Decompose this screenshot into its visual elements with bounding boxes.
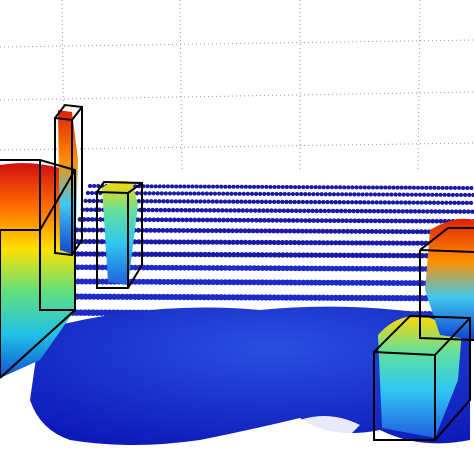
scan-line	[66, 251, 474, 259]
box-right-near	[373, 314, 471, 441]
scan-line	[53, 293, 474, 302]
scan-line	[80, 207, 474, 214]
object-left	[0, 163, 75, 378]
grid	[0, 0, 474, 171]
scan-line	[77, 217, 474, 224]
ground-gap	[300, 416, 360, 445]
box-middle	[96, 180, 143, 289]
bounding-boxes	[0, 103, 474, 441]
scan-line	[85, 190, 474, 198]
scan-line	[70, 238, 474, 247]
scan-line	[62, 264, 474, 273]
grid-line	[417, 0, 421, 171]
scan-line	[58, 278, 474, 287]
ground-points	[30, 306, 470, 445]
scan-line	[83, 198, 474, 206]
box-right-far	[419, 227, 474, 341]
box-left	[0, 159, 76, 379]
object-right-near	[378, 316, 462, 438]
scan-line	[74, 227, 474, 235]
grid-line	[0, 91, 474, 101]
scan-line	[88, 184, 474, 190]
box-pole	[54, 103, 83, 257]
grid-line	[179, 0, 183, 171]
grid-line	[61, 0, 65, 161]
object-right-far	[425, 218, 474, 340]
grid-line	[0, 39, 474, 48]
